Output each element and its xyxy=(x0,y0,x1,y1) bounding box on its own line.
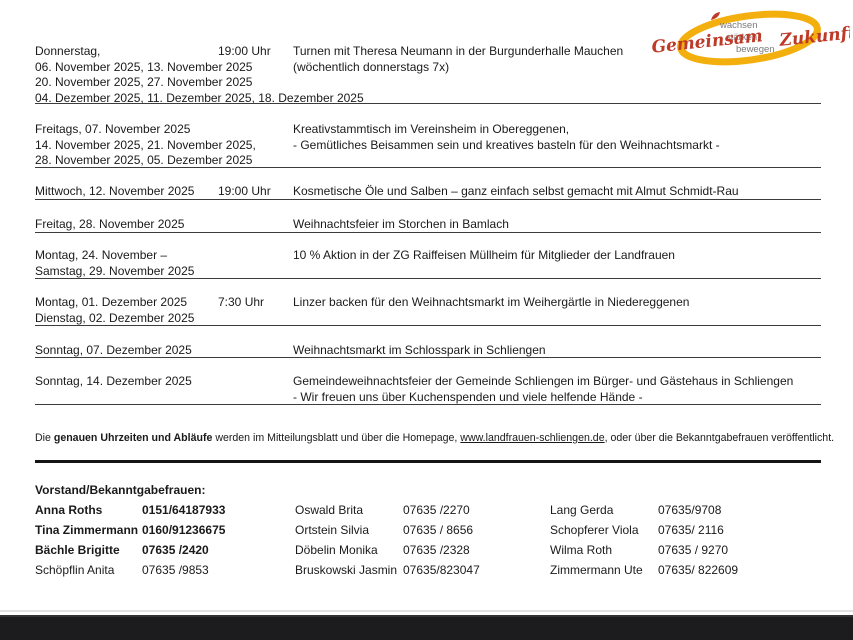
contact-phone: 0151/64187933 xyxy=(142,503,226,517)
contact-name: Anna Roths xyxy=(35,503,103,517)
event-description-line: - Wir freuen uns über Kuchenspenden und … xyxy=(293,389,643,404)
separator-line xyxy=(35,278,821,279)
event-description-line: Kosmetische Öle und Salben – ganz einfac… xyxy=(293,184,739,198)
event-time: 19:00 Uhr xyxy=(218,184,271,198)
separator-line xyxy=(35,232,821,233)
event-date-line: Freitag, 28. November 2025 xyxy=(35,217,185,231)
event-date-line: Sonntag, 07. Dezember 2025 xyxy=(35,343,192,357)
contacts-heading: Vorstand/Bekanntgabefrauen: xyxy=(35,483,206,497)
contact-name: Lang Gerda xyxy=(550,503,614,517)
contact-phone: 07635/9708 xyxy=(658,503,722,517)
event-description-line: Kreativstammtisch im Vereinsheim in Ober… xyxy=(293,122,570,136)
event-date-line: 14. November 2025, 21. November 2025, xyxy=(35,137,256,152)
event-description-line: (wöchentlich donnerstags 7x) xyxy=(293,59,450,74)
contact-phone: 07635 / 9270 xyxy=(658,543,729,557)
event-date-line: 04. Dezember 2025, 11. Dezember 2025, 18… xyxy=(35,90,364,105)
event-description: 10 % Aktion in der ZG Raiffeisen Müllhei… xyxy=(293,248,675,264)
event-description-line: - Gemütliches Beisammen sein und kreativ… xyxy=(293,137,720,152)
event-description: Linzer backen für den Weihnachtsmarkt im… xyxy=(293,295,689,311)
event-date-line: 28. November 2025, 05. Dezember 2025 xyxy=(35,153,253,167)
event-description-line: Turnen mit Theresa Neumann in der Burgun… xyxy=(293,44,624,58)
event-dates: Montag, 24. November – Samstag, 29. Nove… xyxy=(35,248,194,279)
contact-phone: 07635 /2270 xyxy=(403,503,470,517)
contact-phone: 07635/823047 xyxy=(403,563,480,577)
separator-line xyxy=(35,357,821,358)
event-description: Turnen mit Theresa Neumann in der Burgun… xyxy=(293,44,623,75)
contact-name: Schopferer Viola xyxy=(550,523,639,537)
event-dates: Freitags, 07. November 2025 14. November… xyxy=(35,122,256,169)
event-date-line: 20. November 2025, 27. November 2025 xyxy=(35,75,253,89)
event-date-line: Montag, 24. November – xyxy=(35,248,168,262)
event-dates: Mittwoch, 12. November 2025 xyxy=(35,184,194,200)
viewer-bottom-bar xyxy=(0,615,853,640)
event-dates: Freitag, 28. November 2025 xyxy=(35,217,184,233)
event-description: Kosmetische Öle und Salben – ganz einfac… xyxy=(293,184,739,200)
logo-tagline-2: stärken xyxy=(726,32,757,43)
footer-separator-line xyxy=(0,610,853,612)
event-description-line: Linzer backen für den Weihnachtsmarkt im… xyxy=(293,295,690,309)
contact-name: Oswald Brita xyxy=(295,503,364,517)
event-date-line: Samstag, 29. November 2025 xyxy=(35,263,195,278)
homepage-link[interactable]: www.landfrauen-schliengen.de xyxy=(460,432,605,444)
note-text: Die xyxy=(35,432,54,444)
event-date-line: Freitags, 07. November 2025 xyxy=(35,122,191,136)
logo-sprout-icon xyxy=(711,12,720,20)
separator-line xyxy=(35,167,821,168)
thick-divider-line xyxy=(35,460,821,463)
event-description: Weihnachtsmarkt im Schlosspark in Schlie… xyxy=(293,343,546,359)
landfrauen-logo: wachsen stärken bewegen Gemeinsam Zukunf… xyxy=(648,3,850,73)
event-date-line: Mittwoch, 12. November 2025 xyxy=(35,184,195,198)
event-dates: Montag, 01. Dezember 2025 Dienstag, 02. … xyxy=(35,295,194,326)
separator-line xyxy=(35,199,821,200)
event-description: Kreativstammtisch im Vereinsheim in Ober… xyxy=(293,122,720,153)
event-date-line: 06. November 2025, 13. November 2025 xyxy=(35,59,253,74)
event-dates: Donnerstag, 06. November 2025, 13. Novem… xyxy=(35,44,364,106)
event-time: 7:30 Uhr xyxy=(218,295,265,309)
separator-line xyxy=(35,404,821,405)
contact-phone: 07635/ 822609 xyxy=(658,563,739,577)
event-time: 19:00 Uhr xyxy=(218,44,271,58)
contact-phone: 0160/91236675 xyxy=(142,523,226,537)
event-dates: Sonntag, 07. Dezember 2025 xyxy=(35,343,192,359)
contact-name: Tina Zimmermann xyxy=(35,523,139,537)
event-dates: Sonntag, 14. Dezember 2025 xyxy=(35,374,192,390)
event-date-line: Sonntag, 14. Dezember 2025 xyxy=(35,374,192,388)
contact-name: Zimmermann Ute xyxy=(550,563,643,577)
note-bold-text: genauen Uhrzeiten und Abläufe xyxy=(53,432,213,444)
note-text: werden im Mitteilungsblatt und über die … xyxy=(212,432,461,444)
event-description-line: Weihnachtsmarkt im Schlosspark in Schlie… xyxy=(293,343,546,357)
separator-line xyxy=(35,103,821,104)
separator-line xyxy=(35,325,821,326)
logo-tagline-1: wachsen xyxy=(719,20,758,31)
contact-phone: 07635/ 2116 xyxy=(658,523,724,537)
contact-name: Bruskowski Jasmin xyxy=(295,563,398,577)
event-description-line: Weihnachtsfeier im Storchen in Bamlach xyxy=(293,217,509,231)
event-date-line: Donnerstag, xyxy=(35,44,101,58)
contact-phone: 07635 /9853 xyxy=(142,563,209,577)
logo-graphic: wachsen stärken bewegen Gemeinsam Zukunf… xyxy=(651,10,850,66)
contact-name: Wilma Roth xyxy=(550,543,613,557)
event-date-line: Montag, 01. Dezember 2025 xyxy=(35,295,188,309)
contact-name: Döbelin Monika xyxy=(295,543,378,557)
contact-name: Schöpflin Anita xyxy=(35,563,115,577)
contact-name: Bächle Brigitte xyxy=(35,543,120,557)
note-text: , oder über die Bekanntgabefrauen veröff… xyxy=(604,432,835,444)
event-description: Gemeindeweihnachtsfeier der Gemeinde Sch… xyxy=(293,374,793,405)
event-description-line: 10 % Aktion in der ZG Raiffeisen Müllhei… xyxy=(293,248,675,262)
publication-note: Die genauen Uhrzeiten und Abläufe werden… xyxy=(35,431,835,445)
event-date-line: Dienstag, 02. Dezember 2025 xyxy=(35,310,195,325)
event-description-line: Gemeindeweihnachtsfeier der Gemeinde Sch… xyxy=(293,374,794,388)
logo-tagline-3: bewegen xyxy=(736,44,775,55)
contact-phone: 07635 / 8656 xyxy=(403,523,474,537)
event-description: Weihnachtsfeier im Storchen in Bamlach xyxy=(293,217,509,233)
contact-phone: 07635 /2328 xyxy=(403,543,470,557)
contact-name: Ortstein Silvia xyxy=(295,523,370,537)
logo-ring xyxy=(677,10,821,66)
contact-phone: 07635 /2420 xyxy=(142,543,209,557)
logo-word-zukunft: Zukunft xyxy=(778,23,850,51)
